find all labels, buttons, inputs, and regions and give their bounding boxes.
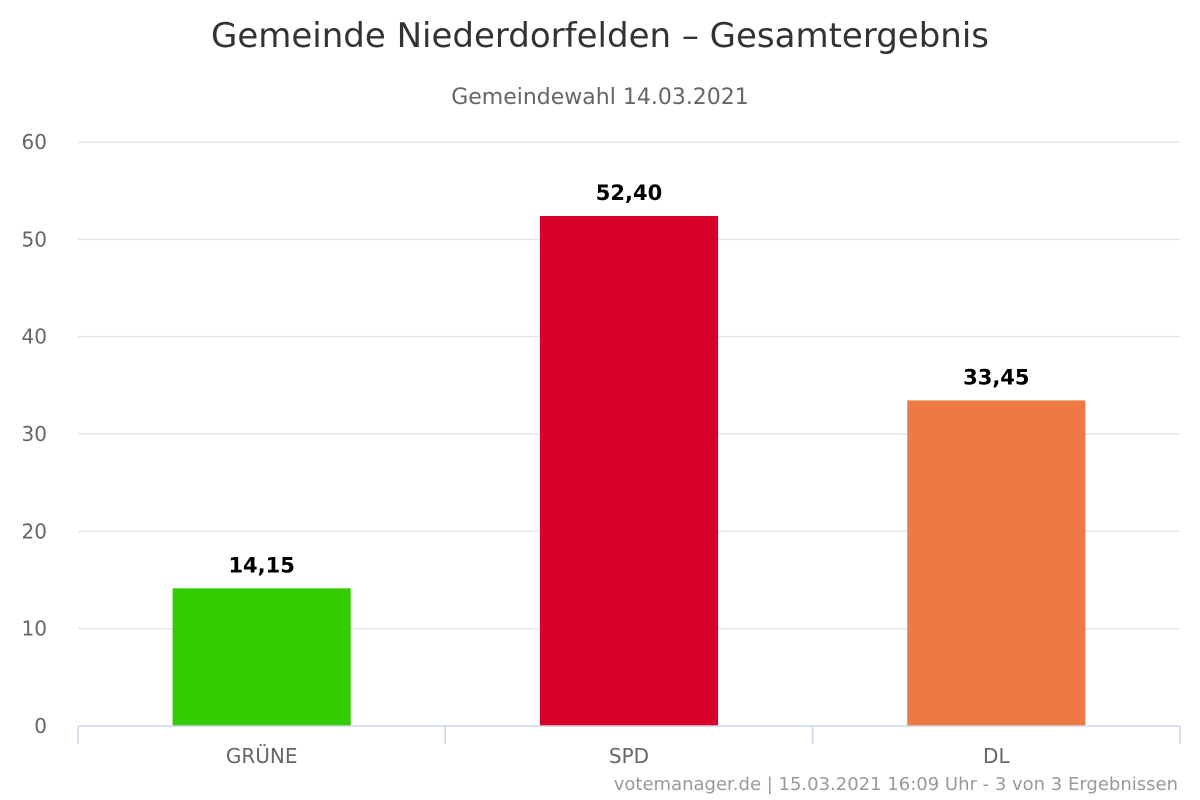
- y-tick-label: 60: [22, 130, 47, 154]
- bar-spd[interactable]: [539, 215, 719, 726]
- chart-credit[interactable]: votemanager.de | 15.03.2021 16:09 Uhr - …: [614, 774, 1178, 795]
- bar-dl[interactable]: [907, 400, 1086, 726]
- y-tick-label: 20: [22, 519, 47, 543]
- chart-title: Gemeinde Niederdorfelden – Gesamtergebni…: [211, 16, 989, 56]
- y-tick-label: 0: [34, 714, 47, 738]
- x-tick-label: SPD: [609, 744, 649, 768]
- bars: [172, 215, 1086, 726]
- y-tick-label: 30: [22, 422, 47, 446]
- data-label: 52,40: [596, 181, 662, 205]
- data-label: 14,15: [228, 553, 294, 577]
- y-tick-label: 50: [22, 227, 47, 251]
- x-axis: GRÜNE SPD DL: [77, 725, 1181, 768]
- y-tick-label: 40: [22, 325, 47, 349]
- chart-subtitle: Gemeindewahl 14.03.2021: [451, 85, 749, 110]
- x-tick-label: GRÜNE: [226, 744, 298, 768]
- y-axis: 0 10 20 30 40 50 60: [22, 130, 47, 738]
- x-tick-label: DL: [983, 744, 1010, 768]
- data-label: 33,45: [963, 365, 1029, 389]
- data-labels: 14,15 52,40 33,45: [228, 181, 1029, 577]
- y-tick-label: 10: [22, 617, 47, 641]
- bar-grüne[interactable]: [172, 588, 351, 726]
